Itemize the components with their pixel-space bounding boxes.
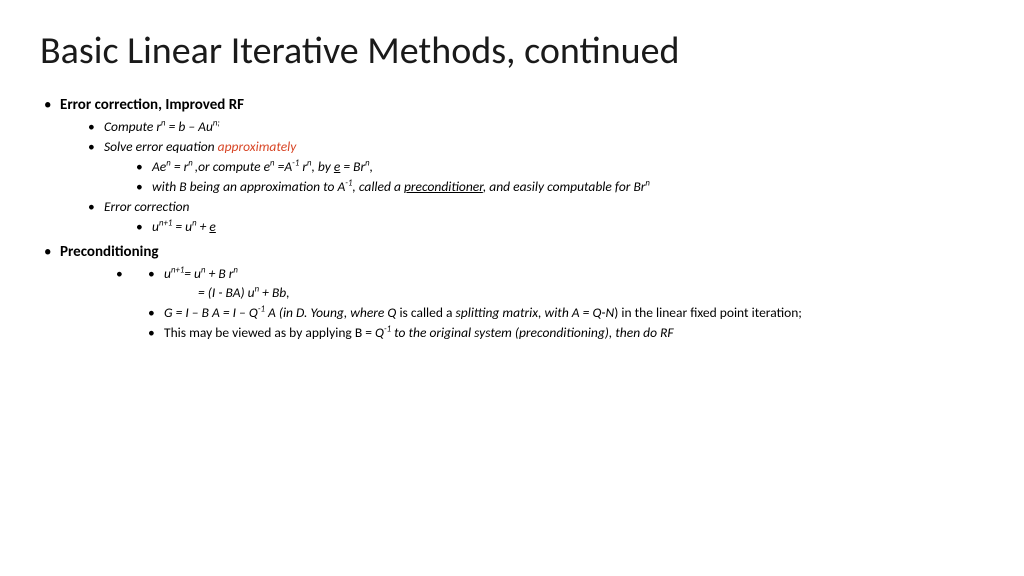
s: n: [233, 266, 238, 276]
t: Ae: [152, 158, 166, 175]
text-approx: approximately: [218, 138, 297, 155]
item-G: G = I – B A = I – Q-1 A (in D. Young, wh…: [148, 304, 984, 321]
item-with-B: with B being an approximation to A-1, ca…: [136, 178, 984, 195]
t: , and easily computable for Br: [483, 178, 646, 195]
t: ) in the linear fixed point iteration;: [614, 304, 802, 321]
t: Q: [375, 324, 384, 341]
t: G = I – B A = I – Q: [164, 304, 258, 321]
t-underline: e: [209, 218, 215, 235]
item-view: This may be viewed as by applying B = Q-…: [148, 324, 984, 341]
slide-body: Basic Linear Iterative Methods, continue…: [0, 0, 1024, 576]
t: is called a: [399, 304, 455, 321]
s: n+1: [159, 219, 172, 229]
text: Solve error equation: [104, 138, 218, 155]
t: + B r: [206, 265, 234, 282]
section-preconditioning: Preconditioning un+1= un + B rn = (I - B…: [40, 243, 984, 341]
t: = u: [172, 218, 192, 235]
text: Compute r: [104, 118, 161, 135]
content-list: Error correction, Improved RF Compute rn…: [40, 96, 984, 341]
t: + Bb,: [259, 284, 289, 301]
item-compute-rn: Compute rn = b – Aun;: [88, 118, 984, 135]
item-error-correction-label: Error correction un+1 = un + e: [88, 198, 984, 235]
item-solve-error: Solve error equation approximately Aen =…: [88, 138, 984, 195]
section-heading: Preconditioning: [60, 243, 159, 261]
t: ,or compute e: [195, 158, 270, 175]
lvl2-wrapper: un+1= un + B rn = (I - BA) un + Bb, G = …: [116, 265, 984, 341]
item-precond-u: un+1= un + B rn = (I - BA) un + Bb,: [148, 265, 984, 301]
s: -1: [258, 305, 265, 315]
section-heading: Error correction, Improved RF: [60, 96, 244, 114]
t: , called a: [352, 178, 404, 195]
t-underline: preconditioner: [404, 178, 483, 195]
t: to the original system (preconditioning)…: [391, 324, 674, 341]
t: ,: [370, 158, 373, 175]
t: = r: [171, 158, 188, 175]
t: +: [197, 218, 210, 235]
superscript: n;: [213, 119, 220, 129]
text: Error correction: [104, 198, 189, 215]
t: u: [152, 218, 159, 235]
slide-title: Basic Linear Iterative Methods, continue…: [40, 28, 984, 74]
t: = (I - BA) u: [198, 284, 255, 301]
s: n+1: [171, 266, 184, 276]
section-error-correction: Error correction, Improved RF Compute rn…: [40, 96, 984, 235]
t: A (in D. Young, where Q: [265, 304, 400, 321]
item-u-update: un+1 = un + e: [136, 218, 984, 235]
item-ae-eq: Aen = rn ,or compute en =A-1 rn, by e = …: [136, 158, 984, 175]
t: This may be viewed as by applying B =: [164, 324, 375, 341]
t: u: [164, 265, 171, 282]
t: r: [299, 158, 307, 175]
t: = u: [184, 265, 201, 282]
t: with B being an approximation to A: [152, 178, 345, 195]
t: =A: [275, 158, 293, 175]
text: = b – Au: [166, 118, 213, 135]
s: n: [645, 179, 650, 189]
t: = Br: [340, 158, 365, 175]
t: , by: [312, 158, 334, 175]
t: splitting matrix, with A = Q-N: [456, 304, 615, 321]
